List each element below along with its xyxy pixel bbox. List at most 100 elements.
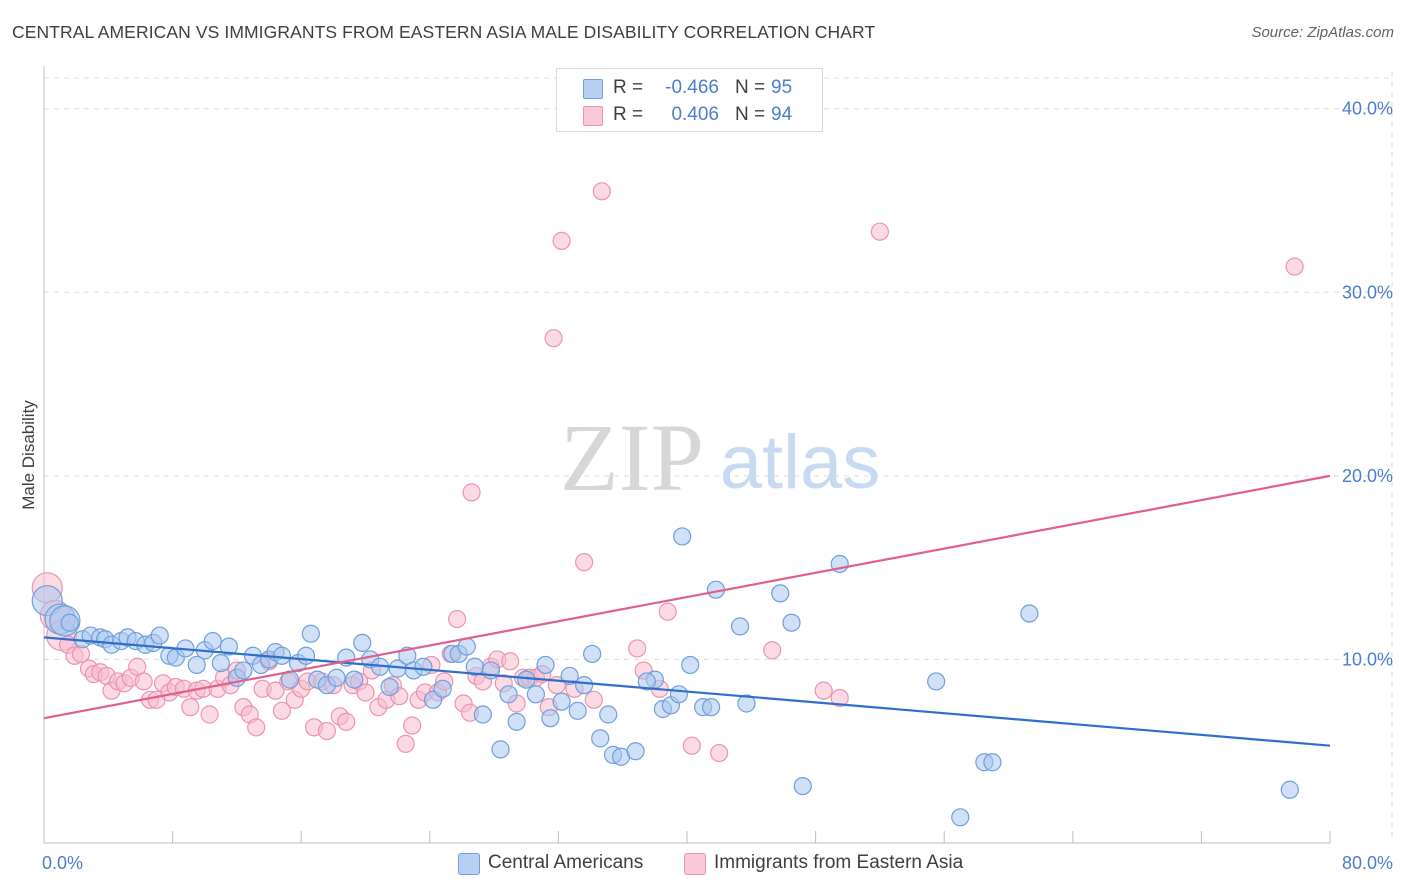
central-americans-point — [1280, 780, 1299, 799]
central-americans-point — [219, 637, 238, 656]
gridlines — [44, 72, 1393, 843]
eastern-asia-point — [658, 602, 677, 621]
central-americans-point — [951, 808, 970, 827]
eastern-asia-point — [544, 329, 563, 348]
chart-title: CENTRAL AMERICAN VS IMMIGRANTS FROM EAST… — [12, 22, 876, 42]
central-americans-point — [669, 685, 689, 704]
eastern-asia-point — [337, 712, 356, 731]
legend-label: Immigrants from Eastern Asia — [714, 852, 964, 873]
central-americans-point — [517, 670, 536, 689]
eastern-asia-point — [682, 736, 701, 755]
central-americans-point — [380, 677, 399, 697]
eastern-asia-point — [448, 609, 467, 629]
legend-n-label: N = — [735, 104, 766, 125]
eastern-asia-point — [272, 701, 292, 720]
eastern-asia-point — [1285, 257, 1304, 276]
eastern-asia-point — [403, 716, 422, 735]
central-americans-point — [234, 661, 253, 680]
legend-stats: R = -0.466 N = 95 R = 0.406 N = 94 — [556, 68, 823, 132]
y-tick-label: 40.0% — [1342, 99, 1393, 119]
eastern-asia-point — [870, 222, 890, 241]
central-americans-point — [575, 676, 594, 695]
central-americans-point — [793, 776, 812, 796]
central-americans-point — [414, 657, 433, 676]
x-tick-label: 0.0% — [42, 853, 83, 873]
central-americans-point — [327, 668, 346, 687]
central-americans-point — [771, 584, 790, 603]
central-americans-point — [702, 698, 721, 717]
central-americans-point — [526, 685, 545, 704]
central-americans-point — [1020, 604, 1039, 623]
series-central-americans-points — [31, 527, 1299, 827]
legend-swatch-blue — [583, 79, 603, 99]
central-americans-point — [272, 646, 292, 665]
watermark-zip: ZIP — [560, 404, 704, 511]
eastern-asia-point — [575, 553, 594, 572]
central-americans-point — [552, 692, 571, 711]
legend-series: Central Americans Immigrants from Easter… — [0, 850, 1406, 880]
trend-lines — [43, 474, 1331, 747]
central-americans-point — [211, 653, 230, 673]
legend-r-label: R = — [613, 104, 644, 125]
y-tick-label: 20.0% — [1342, 466, 1393, 486]
legend-r-value: 0.406 — [671, 104, 719, 125]
y-tick-label: 30.0% — [1342, 282, 1393, 302]
eastern-asia-point — [763, 641, 782, 660]
watermark: ZIP atlas — [560, 404, 880, 511]
legend-r-label: R = — [613, 77, 644, 98]
eastern-asia-point — [552, 231, 571, 250]
central-americans-point — [353, 633, 372, 653]
central-americans-point — [433, 679, 452, 698]
legend-r-value: -0.466 — [665, 77, 719, 98]
central-americans-point — [782, 613, 801, 632]
central-americans-point — [60, 613, 79, 632]
central-americans-point — [637, 672, 656, 691]
eastern-asia-point — [628, 639, 647, 658]
central-americans-point — [345, 670, 364, 689]
central-americans-point — [203, 631, 222, 651]
axes — [43, 66, 1331, 844]
eastern-asia-point — [584, 690, 603, 709]
legend-n-value: 94 — [771, 104, 793, 125]
eastern-asia-trend-line — [43, 474, 1331, 720]
legend-swatch-pink — [684, 853, 706, 875]
legend-row-central-americans: R = -0.466 N = 95 — [557, 75, 822, 101]
watermark-atlas: atlas — [720, 420, 881, 505]
legend-swatch-blue — [458, 853, 480, 875]
central-americans-point — [730, 617, 750, 636]
central-americans-point — [737, 694, 756, 713]
central-americans-point — [296, 646, 316, 665]
central-americans-point — [150, 626, 169, 645]
eastern-asia-point — [266, 681, 285, 700]
eastern-asia-point — [710, 743, 729, 763]
eastern-asia-point — [814, 681, 833, 700]
y-tick-label: 10.0% — [1342, 649, 1393, 669]
central-americans-point — [927, 672, 946, 691]
tick-labels: 10.0% 20.0% 30.0% 40.0% 0.0% 80.0% — [42, 99, 1393, 873]
legend-row-eastern-asia: R = 0.406 N = 94 — [557, 102, 822, 128]
central-americans-point — [499, 685, 518, 704]
eastern-asia-point — [830, 688, 849, 708]
legend-n-value: 95 — [771, 77, 793, 98]
central-americans-point — [681, 655, 700, 675]
eastern-asia-point — [396, 734, 415, 753]
x-tick-label: 80.0% — [1342, 853, 1393, 873]
eastern-asia-point — [356, 683, 375, 702]
central-americans-trend-line — [43, 636, 1331, 747]
central-americans-point — [473, 705, 492, 724]
central-americans-point — [583, 644, 602, 664]
eastern-asia-point — [181, 698, 200, 717]
y-axis-title: Male Disability — [19, 400, 38, 510]
legend-label: Central Americans — [488, 852, 644, 873]
central-americans-point — [599, 705, 618, 724]
central-americans-point — [983, 753, 1002, 772]
central-americans-point — [673, 527, 692, 546]
eastern-asia-point — [247, 718, 266, 737]
central-americans-point — [541, 709, 560, 728]
eastern-asia-point — [462, 483, 481, 502]
legend-swatch-pink — [583, 106, 603, 126]
central-americans-point — [536, 655, 555, 675]
eastern-asia-point — [592, 182, 611, 201]
eastern-asia-point — [200, 705, 219, 724]
